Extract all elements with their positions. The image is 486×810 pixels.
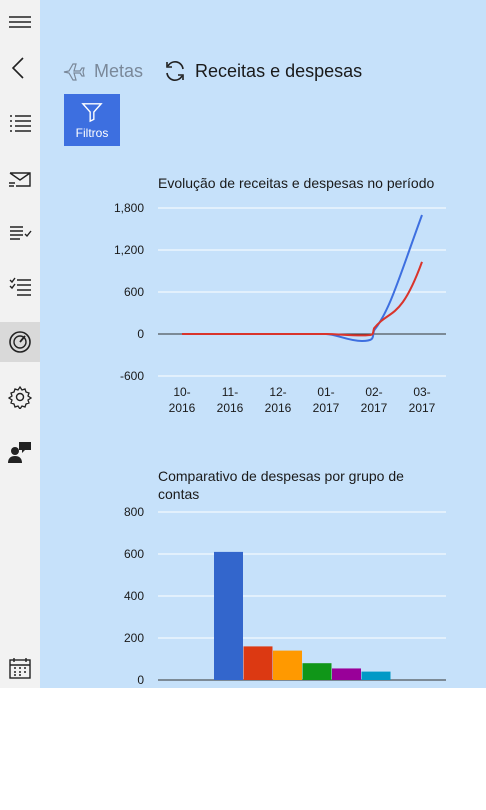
airplane-icon [63,63,85,81]
y-tick-label: 1,200 [114,243,144,257]
hamburger-icon [9,16,31,28]
line-chart-title: Evolução de receitas e despesas no perío… [158,175,435,191]
command-bar: Metas Receitas e despesas [62,54,382,88]
x-tick-label: 10- [173,385,190,399]
mail-icon [9,172,31,187]
bar-chart-title-line-2: contas [158,486,200,502]
list-icon [10,115,31,132]
x-tick-label: 2017 [361,401,388,415]
x-tick-label: 03- [413,385,430,399]
bar-chart: 800 600 400 200 0 [124,505,446,687]
bar-chart-title-line-1: Comparativo de despesas por grupo de [158,468,404,484]
bar [361,671,391,680]
tasks-icon [9,277,31,296]
bar [214,551,243,680]
sidebar-item-settings[interactable] [0,377,40,417]
x-tick-label: 2017 [313,401,340,415]
metas-label: Metas [94,60,144,81]
gear-icon [8,385,32,409]
series-line [182,261,423,337]
filter-label: Filtros [75,125,109,140]
y-tick-label: 1,800 [114,201,144,215]
sidebar-item-calendar[interactable] [0,648,40,688]
y-tick-label: 400 [124,589,144,603]
receitas-despesas-label: Receitas e despesas [195,60,363,81]
line-chart: 1,800 1,200 600 0 -600 10- 2016 11- 2016 12- 2016 0… [114,201,446,415]
y-tick-label: 0 [137,673,144,687]
x-tick-label: 01- [317,385,334,399]
dashboard-icon [9,331,31,353]
funnel-icon [81,102,103,122]
bar [273,650,302,680]
bar [332,668,361,680]
bar [302,663,332,680]
user-chat-icon [8,442,31,463]
back-icon [11,57,24,79]
sidebar-item-tasks[interactable] [0,266,40,306]
sidebar-item-list[interactable] [0,103,40,143]
y-tick-label: 0 [137,327,144,341]
sidebar-item-checklist[interactable] [0,212,40,252]
sidebar-item-dashboard[interactable] [0,322,40,362]
y-tick-label: 600 [124,285,144,299]
sync-icon [166,61,184,81]
y-tick-label: 200 [124,631,144,645]
sidebar [0,0,40,688]
receitas-despesas-button[interactable]: Receitas e despesas [163,59,362,83]
metas-button[interactable]: Metas [62,59,143,83]
x-tick-label: 2016 [217,401,244,415]
y-tick-label: 600 [124,547,144,561]
x-tick-label: 2016 [265,401,292,415]
app-window: Metas Receitas e despesas Filtros Evoluç… [0,0,486,688]
y-tick-label: -600 [120,369,144,383]
sidebar-item-support[interactable] [0,432,40,472]
bar-chart-title: Comparativo de despesas por grupo de con… [158,467,404,503]
x-tick-label: 11- [222,385,238,399]
hamburger-menu-button[interactable] [0,2,40,42]
checklist-icon [10,226,32,240]
filter-button[interactable]: Filtros [64,94,120,146]
back-button[interactable] [0,48,40,88]
x-tick-label: 2016 [169,401,196,415]
calendar-icon [9,658,31,679]
series-line [182,214,423,343]
sidebar-item-mail[interactable] [0,159,40,199]
x-tick-label: 02- [365,385,382,399]
x-tick-label: 2017 [409,401,436,415]
x-tick-label: 12- [269,385,286,399]
y-tick-label: 800 [124,505,144,519]
bar [243,646,273,680]
